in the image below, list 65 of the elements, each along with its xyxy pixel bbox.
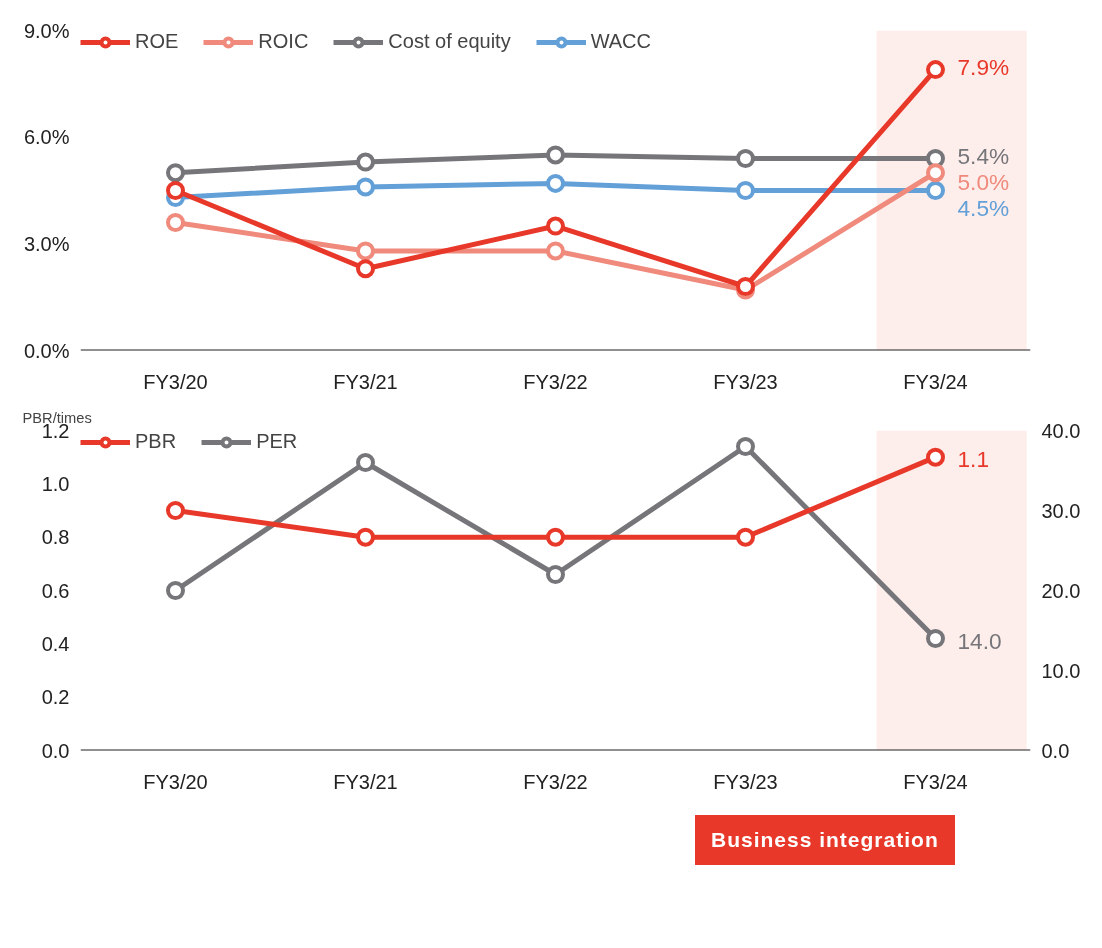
point bbox=[356, 453, 375, 472]
y-tick-label: 0.0 bbox=[41, 739, 70, 762]
data-label: 14.0 bbox=[957, 627, 1002, 654]
data-label: 5.0% bbox=[957, 168, 1010, 195]
x-tick-label: FY3/20 bbox=[143, 770, 208, 793]
point bbox=[546, 241, 565, 261]
y2-tick-label: 20.0 bbox=[1041, 579, 1081, 602]
x-tick-label: FY3/20 bbox=[143, 370, 208, 393]
point bbox=[166, 213, 185, 232]
point bbox=[926, 447, 945, 467]
x-tick-label: FY3/22 bbox=[523, 770, 588, 793]
point bbox=[356, 259, 375, 279]
y-tick-label: 1.0 bbox=[41, 472, 70, 495]
legend-label: WACC bbox=[590, 30, 652, 53]
x-tick-label: FY3/21 bbox=[333, 770, 398, 793]
text: Business integration bbox=[695, 815, 955, 865]
point bbox=[546, 216, 565, 236]
legend-label: Cost of equity bbox=[388, 30, 511, 53]
point bbox=[926, 163, 945, 183]
point bbox=[356, 177, 375, 197]
point bbox=[546, 173, 565, 193]
point bbox=[546, 565, 565, 584]
y-tick-label: 0.8 bbox=[41, 526, 70, 549]
point bbox=[546, 527, 565, 547]
point bbox=[356, 152, 375, 172]
legend-label: PER bbox=[256, 430, 298, 453]
y-tick-label: 0.4 bbox=[41, 632, 70, 655]
point bbox=[736, 149, 755, 168]
point bbox=[736, 277, 755, 296]
y-tick-label: 0.2 bbox=[41, 686, 70, 709]
x-tick-label: FY3/24 bbox=[903, 770, 968, 793]
point bbox=[356, 241, 375, 261]
point bbox=[736, 181, 755, 200]
data-label: 5.4% bbox=[957, 142, 1010, 169]
x-tick-label: FY3/23 bbox=[713, 370, 778, 393]
point bbox=[166, 501, 185, 520]
point bbox=[926, 181, 945, 200]
x-tick-label: FY3/22 bbox=[523, 370, 588, 393]
point bbox=[166, 181, 185, 200]
point bbox=[166, 581, 185, 600]
y-tick-label: 3.0% bbox=[23, 232, 70, 255]
x-tick-label: FY3/21 bbox=[333, 370, 398, 393]
x-tick-label: FY3/24 bbox=[903, 370, 968, 393]
y2-tick-label: 40.0 bbox=[1041, 419, 1081, 442]
y-tick-label: 6.0% bbox=[23, 126, 70, 149]
point bbox=[356, 527, 375, 547]
data-label: 1.1 bbox=[957, 446, 989, 473]
y-tick-label: 0.0% bbox=[23, 339, 70, 362]
legend-label: ROIC bbox=[258, 30, 309, 53]
legend-label: ROE bbox=[135, 30, 179, 53]
point bbox=[546, 145, 565, 165]
data-label: 7.9% bbox=[957, 53, 1010, 80]
y2-tick-label: 0.0 bbox=[1041, 739, 1070, 762]
point bbox=[166, 163, 185, 183]
point bbox=[736, 527, 755, 547]
point bbox=[926, 629, 945, 648]
x-tick-label: FY3/23 bbox=[713, 770, 778, 793]
point bbox=[736, 437, 755, 456]
y2-tick-label: 10.0 bbox=[1041, 659, 1081, 682]
legend-label: PBR bbox=[135, 430, 177, 453]
y-tick-label: 9.0% bbox=[23, 19, 70, 42]
y-tick-label: 0.6 bbox=[41, 579, 70, 602]
y2-tick-label: 30.0 bbox=[1041, 499, 1081, 522]
data-label: 4.5% bbox=[957, 194, 1010, 221]
point bbox=[926, 60, 945, 80]
